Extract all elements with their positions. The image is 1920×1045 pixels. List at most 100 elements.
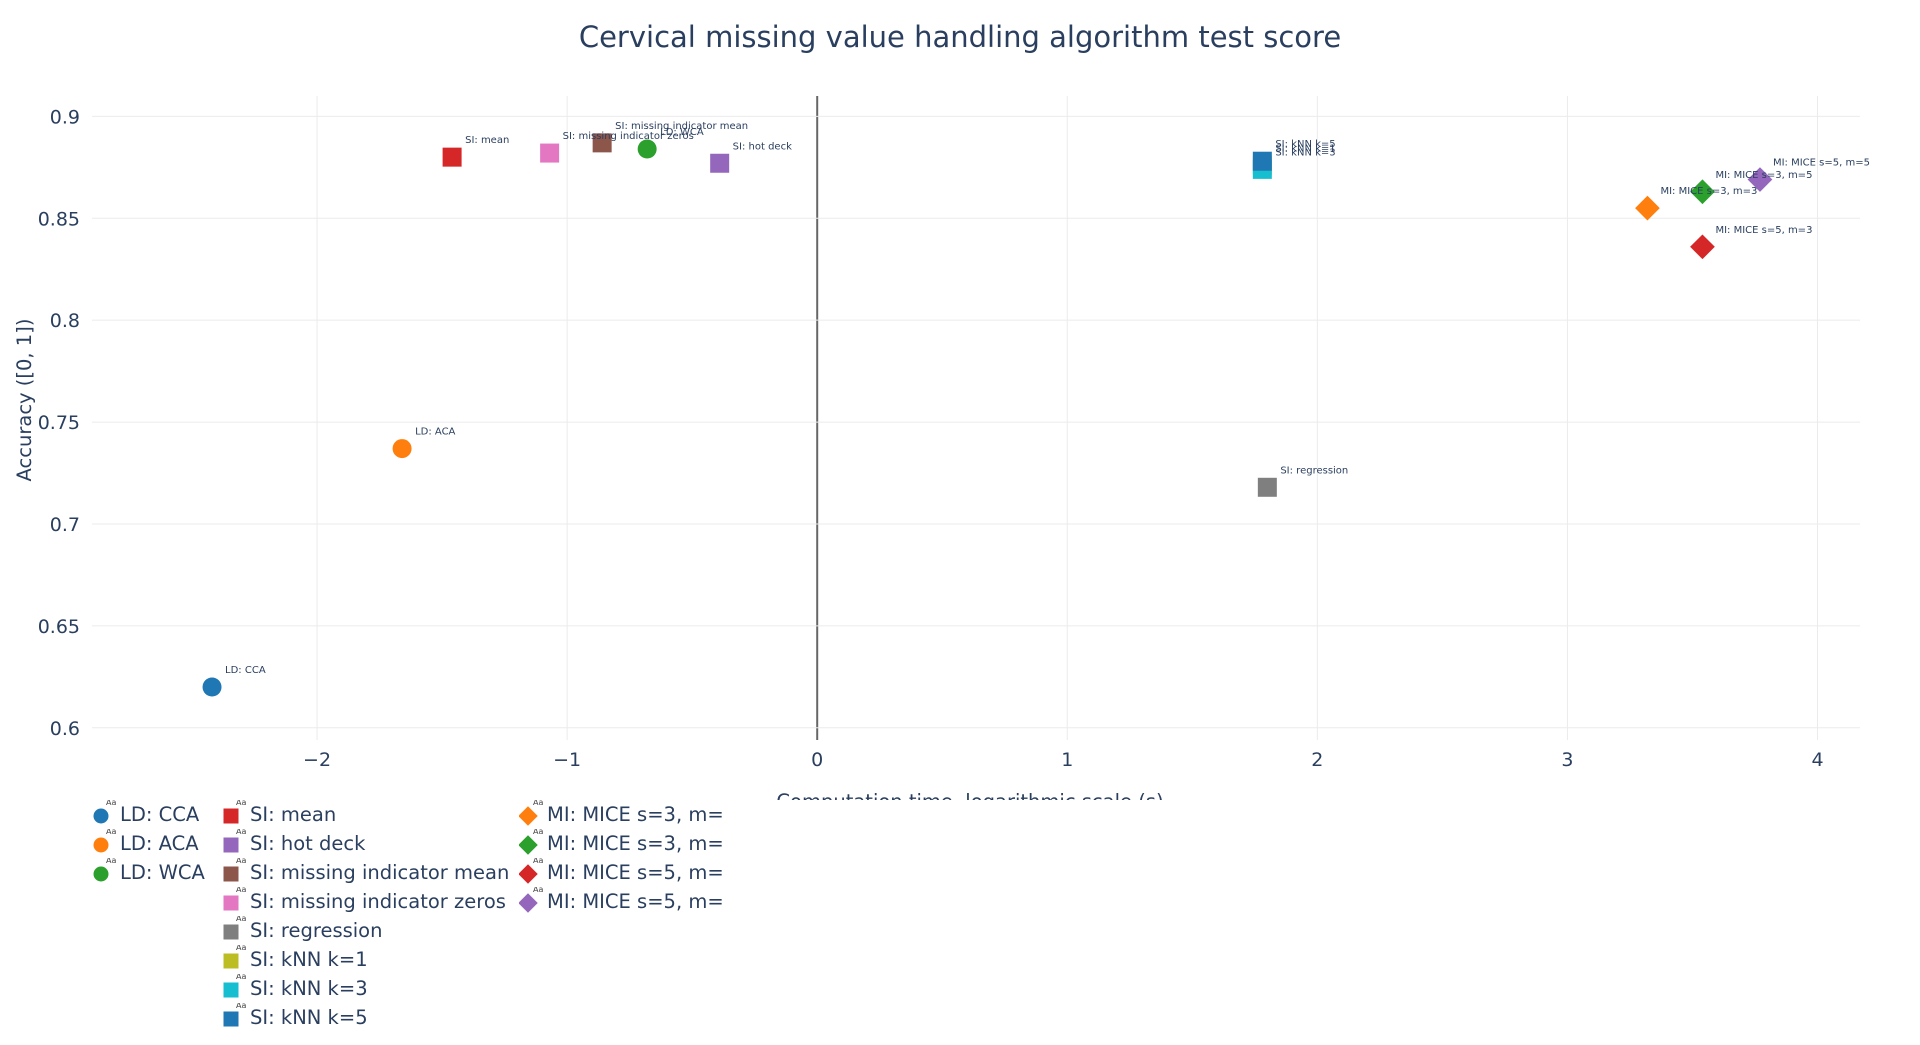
legend-item[interactable]: Aa SI: kNN k=5	[222, 1003, 514, 1031]
legend-marker-icon: Aa	[92, 800, 116, 826]
legend-item[interactable]: Aa LD: WCA	[92, 858, 217, 886]
data-point[interactable]	[1690, 234, 1715, 260]
y-tick-label: 0.7	[50, 514, 80, 536]
x-tick-label: −1	[553, 749, 581, 771]
point-label: SI: kNN k=5	[1275, 139, 1335, 150]
legend-marker-icon: Aa	[222, 916, 246, 942]
legend-label: LD: ACA	[120, 831, 199, 855]
y-axis-title: Accuracy ([0, 1])	[13, 319, 36, 482]
legend-label: MI: MICE s=3, m=	[547, 802, 724, 826]
data-point[interactable]	[392, 439, 412, 459]
legend-marker-icon: Aa	[92, 858, 116, 884]
legend-marker-icon: Aa	[222, 858, 246, 884]
data-point[interactable]	[592, 133, 612, 153]
legend-label: SI: regression	[250, 918, 383, 942]
y-tick-label: 0.6	[50, 718, 80, 740]
data-point[interactable]	[1690, 179, 1715, 205]
data-point[interactable]	[540, 143, 560, 163]
legend-item[interactable]: Aa SI: kNN k=3	[222, 974, 514, 1002]
legend-marker[interactable]	[223, 924, 239, 940]
grid-layer	[92, 96, 1860, 740]
legend-marker-icon: Aa	[519, 800, 543, 826]
legend-label: MI: MICE s=5, m=	[547, 860, 724, 884]
legend-item[interactable]: Aa LD: CCA	[92, 800, 217, 828]
legend-label: SI: kNN k=5	[250, 1005, 368, 1029]
legend-label: SI: hot deck	[250, 831, 366, 855]
legend-item[interactable]: Aa SI: mean	[222, 800, 514, 828]
legend-marker[interactable]	[519, 806, 538, 826]
legend-label: LD: WCA	[120, 860, 205, 884]
legend-item[interactable]: Aa SI: kNN k=1	[222, 945, 514, 973]
y-tick-label: 0.85	[38, 208, 80, 230]
legend-marker-icon: Aa	[519, 858, 543, 884]
point-label: SI: hot deck	[733, 141, 792, 152]
legend-marker[interactable]	[519, 893, 538, 913]
legend-marker[interactable]	[223, 895, 239, 911]
data-point[interactable]	[637, 139, 657, 159]
x-axis-title: Computation time, logarithmic scale (s)	[776, 790, 1163, 800]
legend-marker-icon: Aa	[92, 829, 116, 855]
legend-marker[interactable]	[223, 837, 239, 853]
legend-label: LD: CCA	[120, 802, 200, 826]
legend-item[interactable]: Aa SI: hot deck	[222, 829, 514, 857]
data-point[interactable]	[1635, 195, 1660, 221]
legend: Aa LD: CCA Aa LD: ACA Aa LD: WCA Aa SI: mean Aa S…	[92, 800, 772, 1040]
legend-label: SI: kNN k=1	[250, 947, 368, 971]
legend-marker-icon: Aa	[222, 974, 246, 1000]
point-label: SI: missing indicator zeros	[563, 131, 694, 142]
legend-marker[interactable]	[519, 864, 538, 884]
legend-item[interactable]: Aa SI: missing indicator mean	[222, 858, 514, 886]
point-label: SI: regression	[1280, 465, 1348, 476]
point-label: MI: MICE s=5, m=3	[1715, 225, 1812, 236]
legend-marker[interactable]	[223, 953, 239, 969]
point-label: LD: WCA	[660, 127, 704, 138]
legend-marker[interactable]	[93, 837, 109, 853]
legend-marker[interactable]	[93, 808, 109, 824]
x-tick-label: 4	[1811, 749, 1823, 771]
point-label: LD: ACA	[415, 427, 455, 438]
chart-title: Cervical missing value handling algorith…	[578, 20, 1342, 54]
legend-item[interactable]: Aa LD: ACA	[92, 829, 217, 857]
data-point[interactable]	[710, 153, 730, 173]
legend-label: SI: missing indicator mean	[250, 860, 510, 884]
marker-layer[interactable]	[202, 133, 1773, 697]
legend-marker-icon: Aa	[222, 945, 246, 971]
legend-marker[interactable]	[223, 866, 239, 882]
legend-item[interactable]: Aa MI: MICE s=5, m=	[519, 887, 837, 915]
legend-marker[interactable]	[223, 1011, 239, 1027]
legend-marker-icon: Aa	[519, 887, 543, 913]
legend-item[interactable]: Aa SI: regression	[222, 916, 514, 944]
y-tick-label: 0.8	[50, 310, 80, 332]
legend-marker[interactable]	[223, 982, 239, 998]
legend-marker[interactable]	[519, 835, 538, 855]
x-tick-label: −2	[303, 749, 331, 771]
data-point[interactable]	[202, 677, 222, 697]
point-label: SI: kNN k=3	[1275, 147, 1335, 158]
x-tick-label: 2	[1311, 749, 1323, 771]
y-tick-label: 0.9	[50, 106, 80, 128]
legend-item[interactable]: Aa SI: missing indicator zeros	[222, 887, 514, 915]
point-label: SI: mean	[465, 135, 509, 146]
data-point[interactable]	[1257, 477, 1277, 497]
point-label: MI: MICE s=3, m=5	[1715, 170, 1812, 181]
data-point[interactable]	[442, 147, 462, 167]
scatter-plot[interactable]: −2 −1 0 1 2 3 4 0.6 0.65 0.7 0.75 0.8 0.85 0.9 LD: CC…	[0, 0, 1920, 800]
legend-marker[interactable]	[93, 866, 109, 882]
x-tick-label: 3	[1561, 749, 1573, 771]
legend-marker[interactable]	[223, 808, 239, 824]
data-point[interactable]	[1747, 167, 1773, 192]
point-label-layer: LD: CCA LD: ACA LD: WCA SI: mean SI: hot dec…	[225, 121, 1870, 676]
legend-marker-icon: Aa	[222, 887, 246, 913]
legend-item[interactable]: Aa MI: MICE s=3, m=	[519, 829, 837, 857]
point-label: SI: kNN k=1	[1275, 143, 1335, 154]
point-label: LD: CCA	[225, 665, 266, 676]
data-point[interactable]	[1252, 151, 1272, 171]
legend-item[interactable]: Aa MI: MICE s=3, m=	[519, 800, 837, 828]
legend-label: SI: kNN k=3	[250, 976, 368, 1000]
y-tick-label: 0.75	[38, 412, 80, 434]
point-label: MI: MICE s=3, m=3	[1660, 186, 1757, 197]
x-tick-label: 0	[811, 749, 823, 771]
legend-marker-icon: Aa	[222, 829, 246, 855]
point-label: MI: MICE s=5, m=5	[1773, 158, 1870, 169]
legend-item[interactable]: Aa MI: MICE s=5, m=	[519, 858, 837, 886]
